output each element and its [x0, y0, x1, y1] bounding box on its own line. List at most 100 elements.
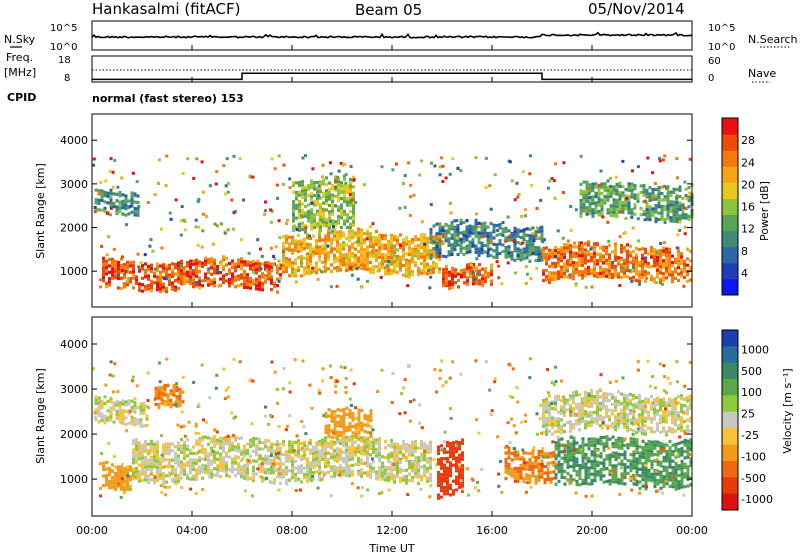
velocity-cell: [144, 449, 147, 453]
power-cell: [597, 200, 601, 204]
power-cell: [504, 249, 508, 253]
power-cell: [318, 187, 322, 191]
power-cell: [328, 194, 331, 198]
velocity-cell: [180, 470, 183, 474]
power-cell: [316, 203, 319, 207]
power-cell: [578, 263, 581, 267]
velocity-cell: [665, 475, 669, 479]
velocity-cell: [396, 455, 399, 459]
power-cell: [297, 249, 300, 253]
velocity-cell: [563, 401, 566, 405]
velocity-cell: [641, 474, 645, 479]
velocity-cell: [177, 454, 180, 458]
velocity-cell: [109, 400, 113, 404]
power-cell: [648, 192, 652, 196]
velocity-cell: [354, 440, 357, 444]
power-cell: [270, 262, 273, 266]
power-cell: [399, 262, 402, 266]
velocity-cell: [414, 462, 417, 466]
velocity-cell: [414, 468, 417, 472]
power-cell: [674, 267, 677, 271]
power-cell: [630, 279, 634, 283]
velocity-cell: [617, 390, 620, 394]
power-cell: [489, 247, 493, 251]
power-cell: [490, 273, 493, 277]
power-cell: [261, 288, 264, 292]
power-cell: [100, 208, 104, 212]
power-cell: [672, 187, 676, 191]
power-cell: [689, 259, 692, 263]
power-cell: [213, 280, 216, 285]
velocity-cell: [534, 478, 538, 482]
power-cell: [346, 187, 349, 191]
power-cell: [164, 184, 168, 187]
power-cell: [666, 213, 670, 218]
velocity-cell: [294, 476, 297, 480]
velocity-cell: [135, 457, 138, 461]
power-cell: [319, 202, 322, 207]
velocity-cell: [183, 453, 186, 457]
velocity-cell: [249, 461, 252, 465]
power-cell: [396, 264, 399, 268]
power-cell: [103, 209, 107, 214]
power-cell: [316, 222, 319, 226]
velocity-cell: [458, 466, 461, 470]
velocity-cell: [351, 454, 354, 458]
power-cell: [375, 249, 378, 253]
velocity-cell: [534, 465, 538, 469]
power-cell: [363, 232, 366, 236]
power-cell: [597, 194, 601, 198]
velocity-cell: [513, 476, 517, 480]
power-cell: [165, 270, 168, 275]
power-cell: [174, 198, 178, 202]
power-cell: [423, 258, 426, 262]
velocity-cell: [213, 438, 216, 442]
velocity-cell: [617, 452, 621, 456]
power-cell: [563, 265, 566, 269]
velocity-cell: [139, 402, 143, 406]
velocity-cell: [581, 478, 585, 482]
velocity-cell: [546, 461, 550, 465]
power-cell: [350, 273, 354, 277]
power-cell: [366, 267, 369, 271]
velocity-cell: [177, 473, 180, 477]
power-cell: [542, 256, 545, 260]
power-cell: [605, 271, 608, 275]
power-cell: [689, 249, 692, 253]
power-cell: [150, 263, 153, 267]
velocity-cell: [647, 468, 651, 472]
velocity-cell: [632, 450, 636, 454]
power-cell: [557, 257, 560, 261]
power-cell: [180, 278, 183, 283]
power-cell: [156, 265, 159, 269]
velocity-cell: [144, 446, 147, 450]
power-cell: [582, 190, 586, 194]
power-cell: [545, 268, 548, 272]
velocity-cell: [437, 496, 440, 500]
power-cell: [129, 277, 132, 281]
power-cell: [306, 252, 309, 256]
power-cell: [588, 183, 592, 187]
power-cell: [594, 182, 598, 186]
power-cell: [663, 204, 667, 208]
velocity-cell: [333, 464, 336, 468]
velocity-cell: [659, 461, 663, 465]
power-cell: [599, 246, 602, 250]
velocity-cell: [408, 443, 411, 447]
velocity-cell: [366, 457, 369, 462]
power-cell: [650, 249, 653, 253]
velocity-cell: [153, 465, 156, 469]
velocity-cell: [611, 393, 614, 397]
velocity-cell: [525, 451, 529, 455]
power-cell: [297, 256, 300, 260]
power-cell: [333, 260, 336, 264]
velocity-cell: [686, 442, 690, 446]
velocity-cell: [689, 444, 693, 448]
power-cell: [291, 261, 294, 265]
velocity-cell: [626, 416, 629, 420]
power-cell: [641, 253, 644, 257]
velocity-cell: [327, 435, 330, 439]
power-cell: [481, 274, 484, 278]
power-cell: [348, 258, 351, 262]
power-cell: [325, 224, 328, 228]
